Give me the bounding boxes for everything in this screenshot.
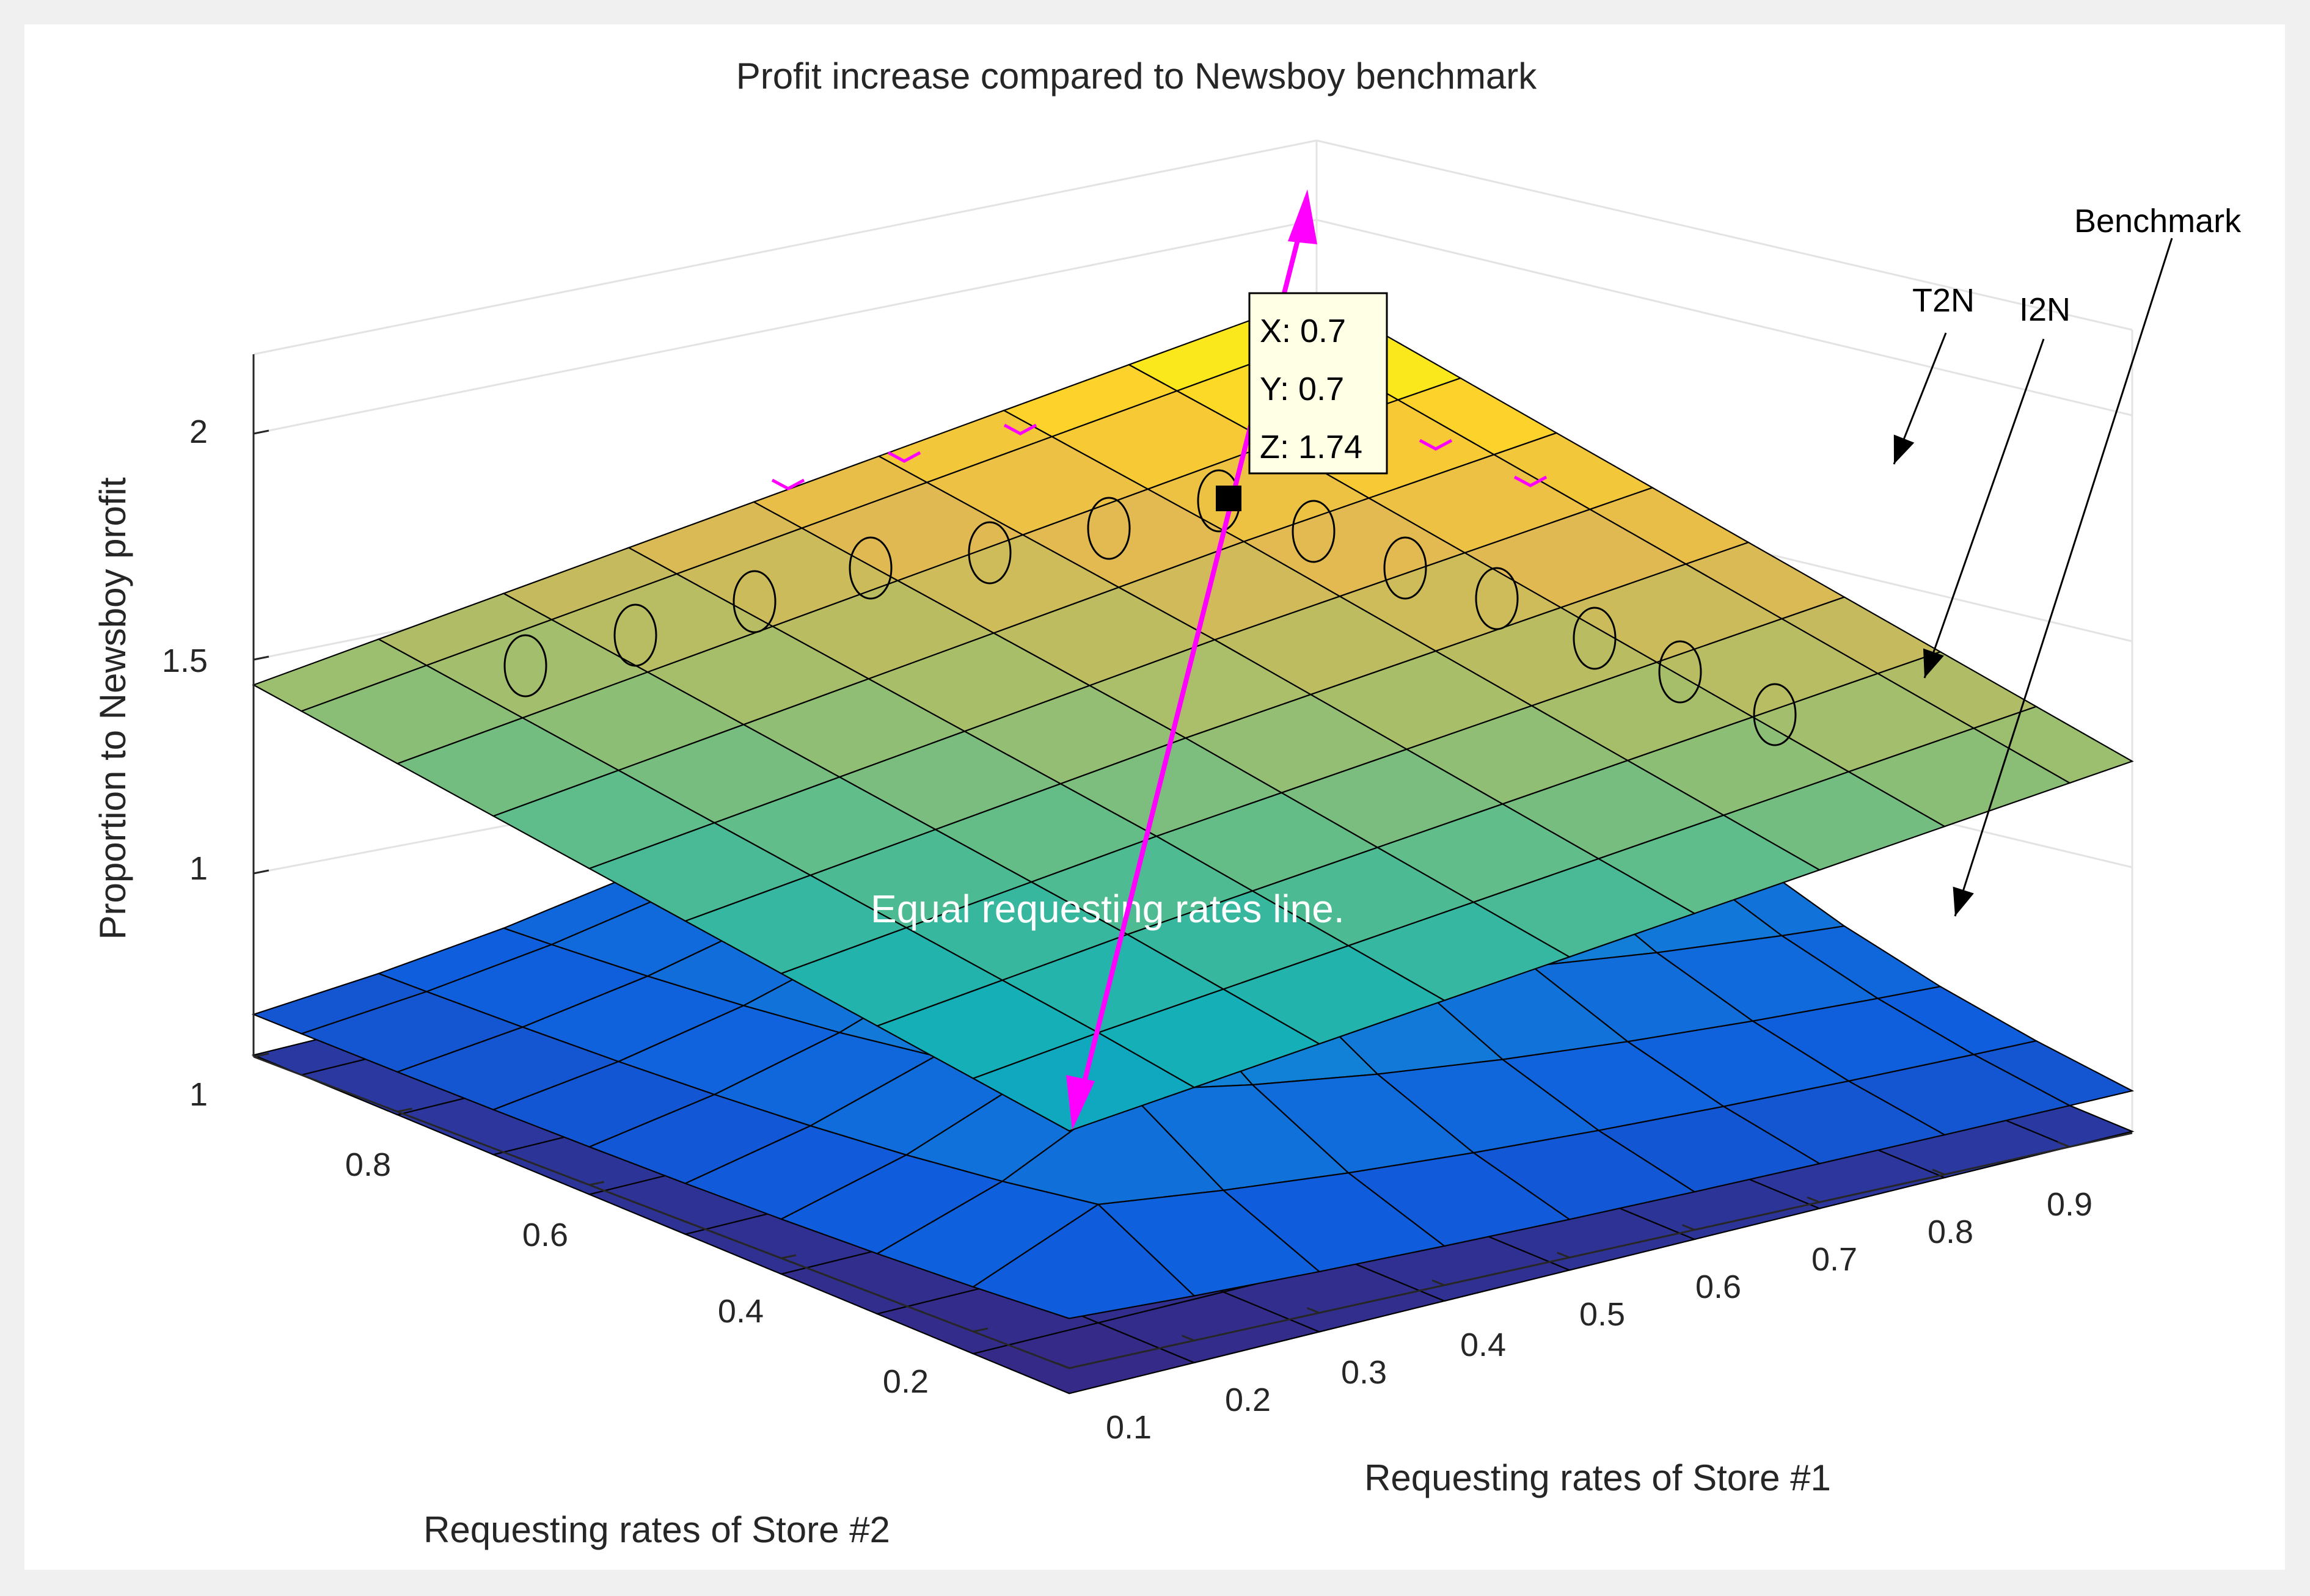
arrow-i2n — [1923, 338, 2045, 679]
x-tick — [2057, 1141, 2071, 1148]
x-tick-label: 0.7 — [1811, 1241, 1857, 1278]
ridge-circle-marker — [733, 570, 777, 633]
z-tick — [253, 1052, 269, 1058]
legend-arrows — [1893, 238, 2173, 917]
x-tick — [1557, 1252, 1570, 1259]
x-axis-line — [1069, 1132, 2133, 1369]
y-tick — [973, 1327, 989, 1333]
ridge-circle-marker — [1292, 500, 1336, 563]
arrow-i2n-head — [1923, 648, 1944, 678]
datatip-z: Z: 1.74 — [1260, 429, 1362, 465]
arrow-t2n-head — [1893, 434, 1915, 464]
x-tick-label: 0.8 — [1928, 1214, 1973, 1250]
x-tick — [1056, 1362, 1070, 1369]
y-tick-label: 0.8 — [345, 1146, 391, 1183]
ridge-circle-marker — [1573, 607, 1617, 670]
ridge-circle-marker — [849, 536, 893, 600]
tick-marks — [253, 429, 2071, 1369]
z-tick — [253, 869, 269, 875]
x-tick — [1182, 1335, 1195, 1342]
z-tick — [253, 655, 269, 661]
legend-label-t2n: T2N — [1912, 282, 1975, 319]
cross-marker — [887, 451, 921, 463]
x-tick-label: 0.3 — [1341, 1354, 1387, 1391]
ridge-circle-marker — [1658, 640, 1702, 704]
legend-label-benchmark: Benchmark — [2074, 203, 2242, 239]
x-tick — [1807, 1196, 1820, 1203]
cross-marker — [1513, 475, 1548, 487]
z-tick-label: 1 — [189, 1076, 208, 1113]
y-axis-line — [253, 1055, 1070, 1369]
y-tick-label: 0.2 — [883, 1363, 929, 1400]
datatip-box — [1248, 292, 1388, 475]
arrow-head-bottom — [1066, 1075, 1095, 1130]
y-axis-label: Requesting rates of Store #2 — [423, 1509, 890, 1550]
x-tick-label: 0.4 — [1460, 1327, 1506, 1363]
z-tick-label: 1.5 — [162, 643, 208, 679]
surface-t2n — [252, 295, 2134, 1132]
ridge-circle-marker — [1753, 683, 1797, 746]
datatip-x: X: 0.7 — [1260, 313, 1346, 349]
ridge-circle-marker — [613, 603, 657, 667]
x-tick-label: 0.6 — [1695, 1269, 1741, 1305]
z-tick — [253, 429, 269, 435]
x-tick-label: 0.5 — [1579, 1296, 1625, 1333]
ridge-circle-marker — [968, 521, 1012, 585]
cross-marker — [771, 478, 805, 490]
y-tick-label: 0.4 — [718, 1293, 764, 1330]
ridge-circle-marker — [1383, 536, 1427, 600]
equal-rates-line-label: Equal requesting rates line. — [871, 887, 1345, 931]
y-tick-label: 0.6 — [522, 1217, 568, 1253]
z-axis-label: Proportion to Newsboy profit — [92, 477, 133, 939]
chart-title: Profit increase compared to Newsboy benc… — [736, 56, 1538, 97]
x-tick — [1306, 1307, 1320, 1314]
ridge-circle-marker — [503, 634, 547, 698]
arrow-head-top — [1288, 189, 1317, 244]
y-tick — [397, 1107, 412, 1113]
surface-face — [971, 1203, 1196, 1319]
cross-marker — [1003, 423, 1037, 435]
datatip-y: Y: 0.7 — [1260, 371, 1344, 407]
x-tick — [1431, 1279, 1445, 1286]
x-tick-label: 0.2 — [1225, 1382, 1271, 1418]
x-tick — [1932, 1168, 1945, 1176]
axes-lines — [252, 354, 2133, 1369]
surface-face — [971, 1322, 1197, 1394]
ridge-markers — [503, 423, 1797, 746]
cross-marker — [1419, 439, 1453, 451]
surfaces — [251, 295, 2135, 1394]
x-tick-label: 0.1 — [1106, 1409, 1152, 1446]
datatip[interactable]: X: 0.7 Y: 0.7 Z: 1.74 — [1216, 292, 1388, 511]
y-tick — [781, 1254, 797, 1259]
arrow-benchmark-head — [1953, 886, 1974, 916]
ridge-circle-marker — [1475, 567, 1519, 630]
x-tick-label: 0.9 — [2047, 1186, 2093, 1223]
z-tick-label: 2 — [189, 414, 208, 450]
arrow-benchmark — [1954, 238, 2173, 917]
x-tick — [1681, 1224, 1695, 1231]
legend-label-i2n: I2N — [2019, 291, 2071, 328]
ridge-circle-marker — [1087, 497, 1131, 560]
z-tick-label: 1 — [189, 850, 208, 887]
datatip-marker[interactable] — [1216, 486, 1241, 511]
y-tick — [589, 1181, 605, 1186]
x-axis-label: Requesting rates of Store #1 — [1364, 1457, 1831, 1498]
